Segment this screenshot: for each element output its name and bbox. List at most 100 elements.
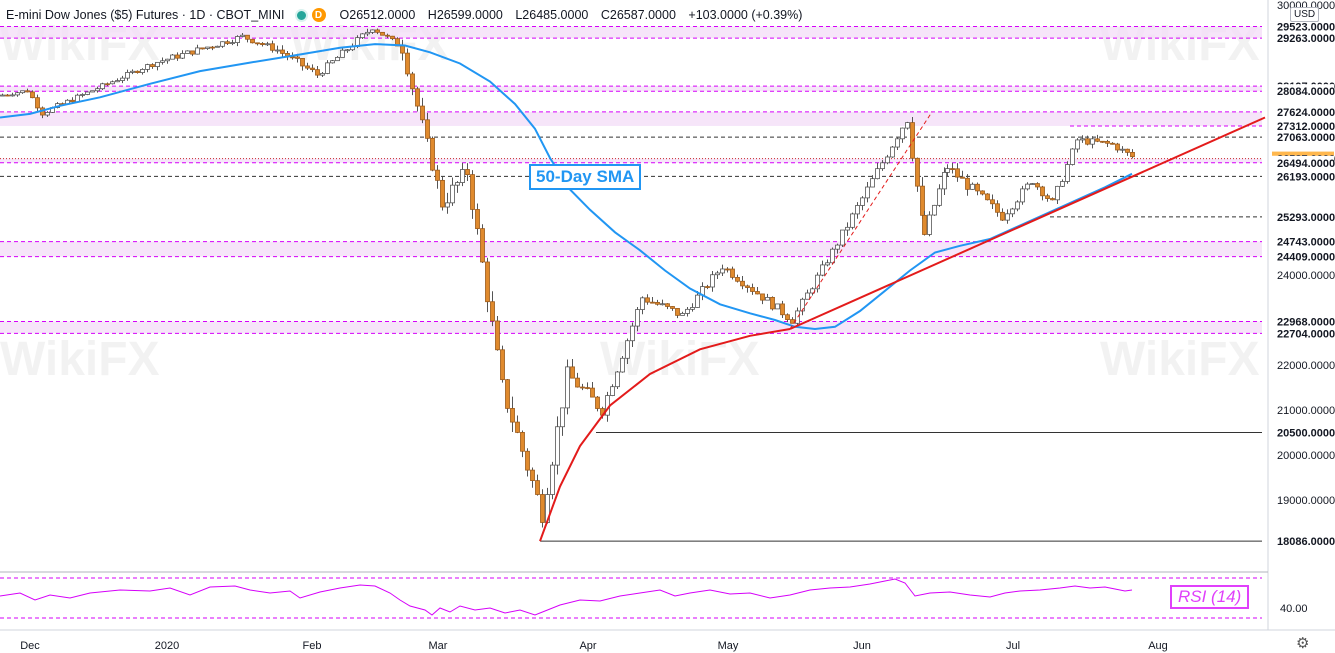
candle-down xyxy=(540,494,545,523)
candle-down xyxy=(575,377,580,388)
price-tag: 28084.0000 xyxy=(1277,86,1335,98)
candle-down xyxy=(950,168,955,170)
currency-button[interactable]: USD xyxy=(1290,7,1320,22)
candle-up xyxy=(455,182,460,186)
candle-up xyxy=(1010,208,1015,215)
candle-down xyxy=(405,52,410,75)
candle-up xyxy=(860,197,865,206)
price-tag-bg xyxy=(1272,425,1334,440)
candle-down xyxy=(495,320,500,351)
candle-up xyxy=(695,294,700,308)
candle-up xyxy=(775,303,780,310)
symbol-title: E-mini Dow Jones ($5) Futures · 1D · CBO… xyxy=(6,8,285,22)
price-tag: 24743.0000 xyxy=(1277,237,1335,249)
candle-up xyxy=(155,61,160,68)
candle-down xyxy=(1100,140,1105,143)
candle-down xyxy=(580,386,585,389)
candle-down xyxy=(150,64,155,68)
candle-down xyxy=(430,137,435,171)
candle-down xyxy=(380,31,385,36)
gear-icon[interactable]: ⚙ xyxy=(1296,635,1310,652)
candle-up xyxy=(185,50,190,54)
candle-up xyxy=(660,303,665,306)
candle-up xyxy=(115,80,120,83)
candle-up xyxy=(345,49,350,52)
candle-up xyxy=(560,407,565,428)
candle-down xyxy=(485,261,490,303)
rsi-tick-label: 40.00 xyxy=(1280,603,1308,615)
candle-up xyxy=(10,94,15,97)
candle-up xyxy=(1070,148,1075,165)
price-tag: 26494.0000 xyxy=(1277,158,1335,170)
price-tag-bg xyxy=(1272,130,1334,145)
price-tick-label: 19000.0000 xyxy=(1277,495,1335,507)
candle-down xyxy=(675,308,680,316)
status-indicators[interactable]: D xyxy=(294,8,326,22)
candle-down xyxy=(535,480,540,495)
candle-up xyxy=(205,46,210,49)
candle-down xyxy=(755,291,760,295)
rsi-pane: 40.00 xyxy=(0,571,1308,619)
price-tag: 25293.0000 xyxy=(1277,212,1335,224)
price-tag: 27624.0000 xyxy=(1277,107,1335,119)
candle-down xyxy=(295,56,300,59)
candle-up xyxy=(1090,138,1095,145)
candle-up xyxy=(825,262,830,266)
sma-annotation: 50-Day SMA xyxy=(529,164,642,190)
candle-down xyxy=(425,119,430,139)
candle-up xyxy=(1120,148,1125,151)
candle-down xyxy=(290,56,295,59)
price-tag-bg xyxy=(1272,314,1334,329)
candle-down xyxy=(210,46,215,49)
candle-up xyxy=(1020,188,1025,203)
price-tag-bg xyxy=(1272,118,1334,133)
candle-down xyxy=(985,193,990,201)
candle-down xyxy=(760,293,765,301)
time-tick-label: Dec xyxy=(20,640,40,652)
candle-down xyxy=(735,276,740,282)
candle-down xyxy=(590,387,595,398)
time-tick-label: Jun xyxy=(853,640,871,652)
candle-down xyxy=(730,268,735,278)
candle-up xyxy=(685,308,690,314)
indicator-overlays xyxy=(0,43,1266,542)
dashed-trend-line xyxy=(789,111,933,330)
candle-down xyxy=(645,297,650,303)
candle-up xyxy=(880,162,885,170)
time-tick-label: 2020 xyxy=(155,640,179,652)
candle-up xyxy=(815,274,820,290)
candle-up xyxy=(865,186,870,199)
candle-down xyxy=(245,34,250,40)
candle-up xyxy=(942,172,947,190)
candle-up xyxy=(885,156,890,164)
candle-down xyxy=(910,122,915,159)
candle-down xyxy=(175,54,180,59)
candle-down xyxy=(315,69,320,76)
candle-down xyxy=(480,228,485,263)
candle-down xyxy=(960,176,965,179)
candle-down xyxy=(920,185,925,216)
time-tick-label: Jul xyxy=(1006,640,1020,652)
candle-down xyxy=(1125,148,1130,153)
candle-up xyxy=(195,47,200,55)
candle-down xyxy=(650,301,655,304)
price-tag: 22968.0000 xyxy=(1277,316,1335,328)
candle-down xyxy=(390,35,395,40)
candle-down xyxy=(915,157,920,187)
candle-down xyxy=(530,469,535,481)
price-tag: 24409.0000 xyxy=(1277,252,1335,264)
candle-up xyxy=(1080,138,1085,141)
candle-up xyxy=(835,244,840,250)
sma-50-line xyxy=(0,43,1133,331)
price-tick-label: 24000.0000 xyxy=(1277,270,1335,282)
rsi-line xyxy=(0,578,1133,616)
price-tag-bg xyxy=(1272,209,1334,224)
close-value: C26587.0000 xyxy=(600,8,676,22)
candle-down xyxy=(400,45,405,54)
candle-up xyxy=(615,371,620,388)
candle-up xyxy=(360,33,365,39)
candle-up xyxy=(460,169,465,183)
candle-down xyxy=(255,42,260,45)
price-tag: 18086.0000 xyxy=(1277,536,1335,548)
